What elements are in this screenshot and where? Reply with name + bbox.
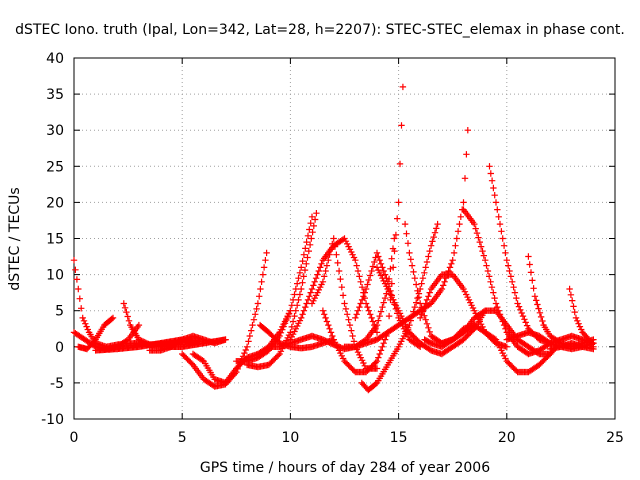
series-6-points: [146, 332, 229, 354]
y-tick-label: 15: [46, 232, 64, 248]
x-tick-label: 10: [281, 430, 299, 446]
series-15: [319, 83, 407, 376]
y-tick-label: 10: [46, 268, 64, 284]
series-26-points: [482, 329, 560, 376]
series-30-points: [546, 340, 597, 353]
y-tick-label: 5: [55, 304, 64, 320]
x-tick-label: 0: [70, 430, 79, 446]
x-tick-label: 5: [178, 430, 187, 446]
series-15-points: [319, 83, 407, 376]
marks-layer: [70, 83, 597, 394]
y-tick-label: -10: [41, 412, 64, 428]
series-17-points: [358, 220, 441, 394]
x-tick-label: 25: [606, 430, 624, 446]
y-tick-label: -5: [50, 376, 64, 392]
tick-layer: 0 5 10 15 20 25 -10 -5 0 5 10 15 20 25 30 35 40: [41, 51, 624, 446]
x-tick-label: 20: [498, 430, 516, 446]
y-tick-label: 35: [46, 87, 64, 103]
series-10-points: [243, 210, 320, 371]
chart-title: dSTEC Iono. truth (Ipal, Lon=342, Lat=28…: [15, 22, 625, 38]
series-10: [243, 210, 320, 371]
series-29-points: [566, 285, 597, 350]
series-17: [358, 220, 441, 394]
series-13: [287, 235, 381, 343]
series-16: [341, 127, 471, 350]
series-30: [546, 340, 597, 353]
series-3: [75, 314, 117, 353]
y-tick-label: 25: [46, 159, 64, 175]
series-3-points: [75, 314, 117, 353]
y-axis-label: dSTEC / TECUs: [7, 187, 23, 290]
series-19-points: [373, 264, 489, 358]
y-tick-label: 20: [46, 195, 64, 211]
series-16-points: [341, 127, 471, 350]
series-19: [373, 264, 489, 358]
series-29: [566, 285, 597, 350]
series-26: [482, 329, 560, 376]
series-13-points: [287, 235, 381, 343]
y-tick-label: 40: [46, 51, 64, 67]
series-6: [146, 332, 229, 354]
y-tick-label: 30: [46, 123, 64, 139]
x-tick-label: 15: [390, 430, 408, 446]
y-tick-label: 0: [55, 340, 64, 356]
x-axis-label: GPS time / hours of day 284 of year 2006: [200, 460, 490, 476]
